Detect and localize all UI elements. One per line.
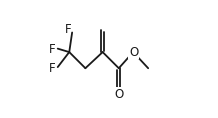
Text: F: F: [49, 43, 56, 56]
Text: F: F: [49, 62, 56, 75]
Text: F: F: [65, 23, 72, 36]
Text: O: O: [114, 88, 123, 101]
Text: O: O: [129, 46, 138, 59]
